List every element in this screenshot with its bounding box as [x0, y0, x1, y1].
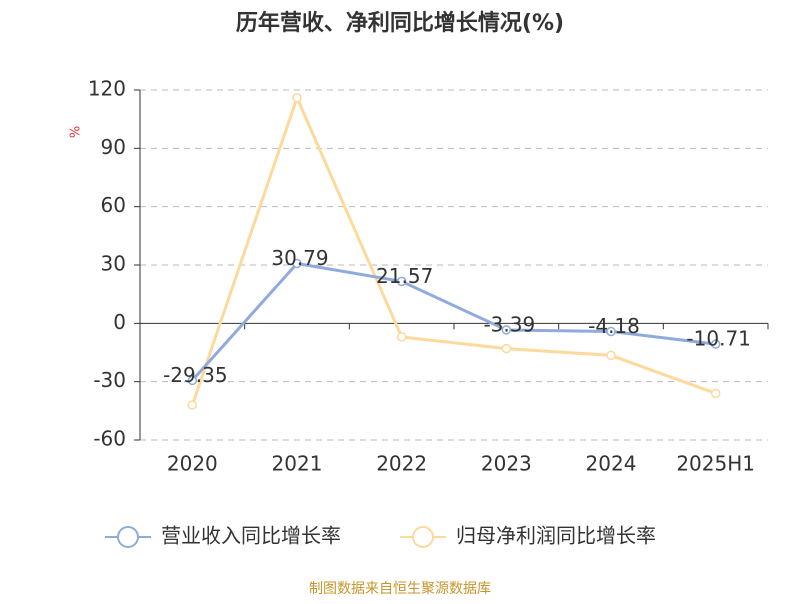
data-point [710, 339, 721, 349]
data-point [501, 343, 512, 354]
y-tick-label: 120 [88, 77, 126, 101]
x-tick-label: 2022 [376, 452, 427, 476]
chart-title: 历年营收、净利同比增长情况(%) [236, 10, 564, 36]
series-line [190, 93, 717, 406]
data-point [292, 93, 302, 103]
legend-marker [412, 526, 434, 548]
x-tick-label: 2024 [586, 452, 637, 476]
data-point [710, 388, 721, 399]
x-tick-label: 2023 [481, 452, 532, 476]
data-point [501, 325, 512, 335]
y-axis-label: % [69, 126, 84, 138]
data-label: 30.79 [271, 246, 328, 270]
x-tick-label: 2020 [167, 452, 218, 476]
data-point [292, 258, 302, 269]
source-note: 制图数据来自恒生聚源数据库 [309, 581, 491, 597]
data-label: -3.39 [483, 312, 535, 336]
data-label: -10.71 [686, 327, 750, 351]
data-point [187, 400, 198, 410]
y-tick-label: 60 [101, 193, 126, 217]
x-tick-label: 2025H1 [676, 452, 755, 476]
legend-label: 营业收入同比增长率 [161, 524, 341, 548]
data-point [187, 375, 198, 386]
series-line [191, 261, 716, 382]
data-point [606, 350, 616, 361]
legend-marker [117, 526, 139, 548]
y-tick-label: 30 [101, 252, 126, 276]
y-tick-label: 90 [101, 135, 126, 159]
data-point [606, 326, 616, 337]
y-tick-label: -30 [93, 368, 126, 392]
y-tick-label: -60 [93, 427, 126, 451]
y-tick-label: 0 [113, 310, 126, 334]
data-point [396, 276, 407, 287]
data-point [396, 332, 407, 342]
data-label: -4.18 [588, 314, 640, 338]
data-label: -29.35 [163, 363, 227, 387]
data-label: 21.57 [376, 264, 433, 288]
x-tick-label: 2021 [272, 452, 323, 476]
legend-label: 归母净利润同比增长率 [456, 524, 656, 548]
